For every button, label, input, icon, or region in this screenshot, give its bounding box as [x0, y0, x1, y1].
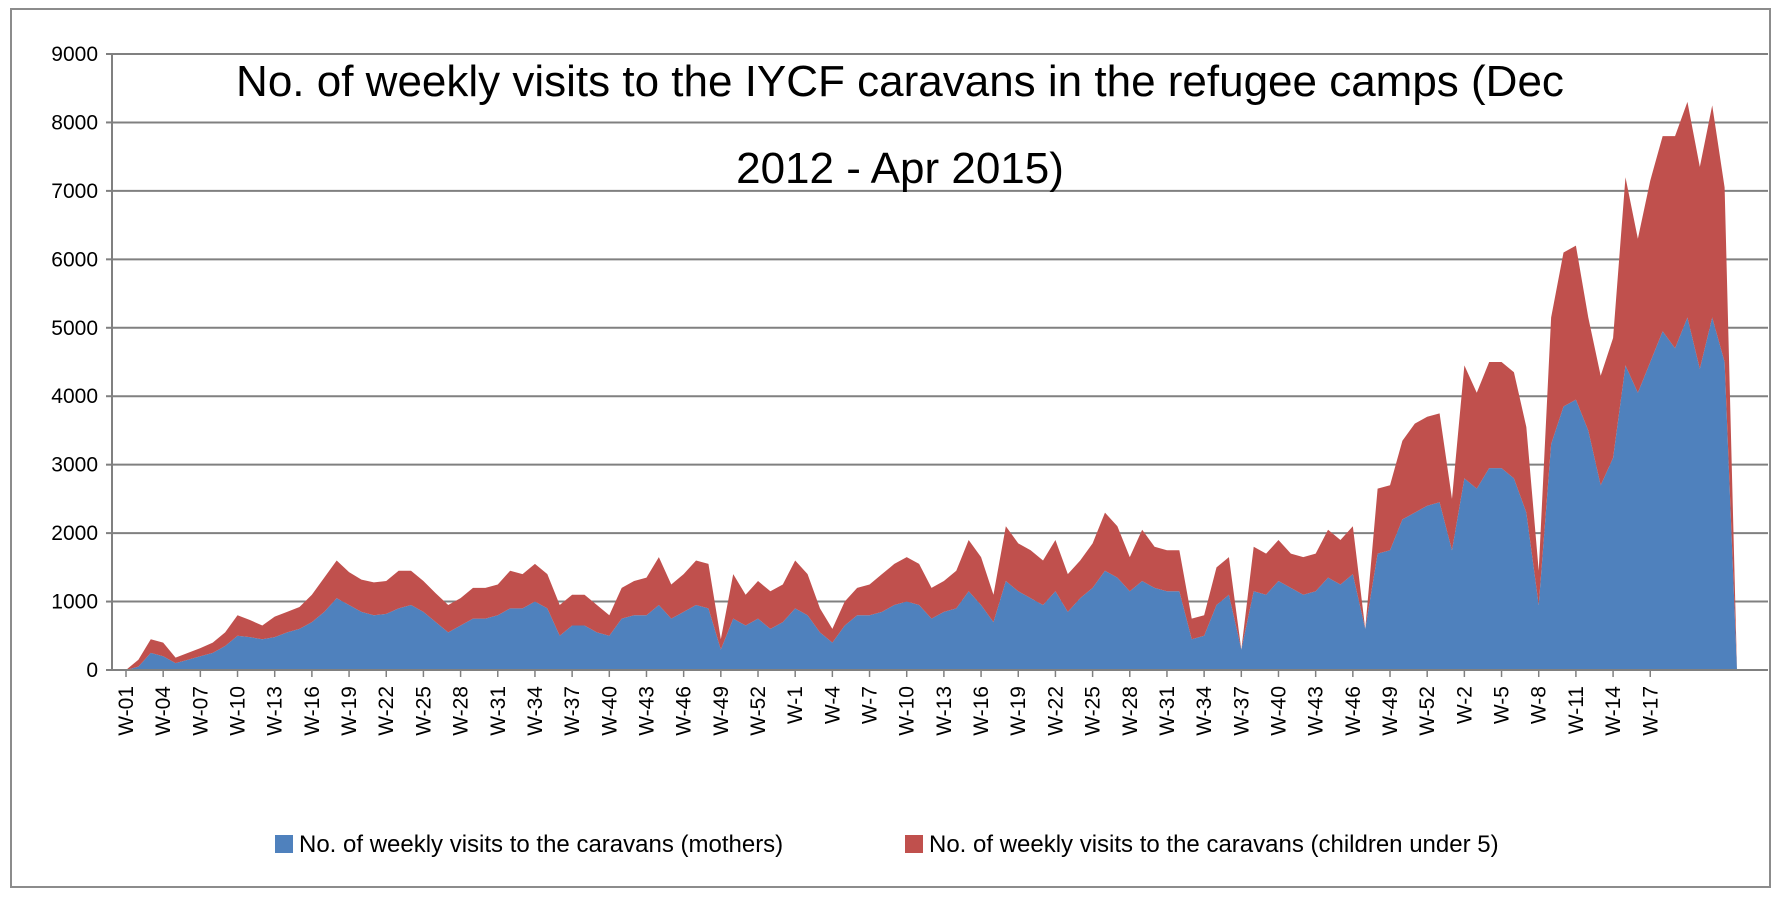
- y-tick-label: 7000: [51, 180, 98, 203]
- x-tick-label: W-28: [450, 686, 473, 736]
- x-tick-label: W-5: [1491, 686, 1514, 724]
- x-tick-label: W-17: [1639, 686, 1662, 736]
- x-tick-label: W-8: [1528, 686, 1551, 724]
- x-tick-label: W-46: [1342, 686, 1365, 736]
- x-tick-label: W-37: [561, 686, 584, 736]
- x-tick-label: W-43: [635, 686, 658, 736]
- axes: [106, 53, 1768, 677]
- x-tick-label: W-34: [524, 686, 547, 736]
- legend-swatch-mothers: [275, 835, 293, 853]
- y-tick-label: 9000: [51, 43, 98, 66]
- x-tick-label: W-40: [598, 686, 621, 736]
- area-series-1: [126, 101, 1737, 670]
- x-tick-label: W-19: [338, 686, 361, 736]
- x-tick-label: W-1: [784, 686, 807, 724]
- x-tick-label: W-10: [227, 686, 250, 736]
- y-tick-label: 1000: [51, 591, 98, 614]
- x-tick-label: W-28: [1119, 686, 1142, 736]
- y-tick-label: 6000: [51, 248, 98, 271]
- legend-label-mothers: No. of weekly visits to the caravans (mo…: [299, 831, 783, 858]
- x-tick-label: W-49: [710, 686, 733, 736]
- legend-swatch-children: [905, 835, 923, 853]
- x-tick-label: W-40: [1267, 686, 1290, 736]
- x-tick-label: W-34: [1193, 686, 1216, 736]
- x-tick-label: W-19: [1007, 686, 1030, 736]
- x-tick-label: W-43: [1305, 686, 1328, 736]
- x-tick-label: W-37: [1230, 686, 1253, 736]
- x-tick-label: W-25: [1082, 686, 1105, 736]
- x-tick-label: W-13: [933, 686, 956, 736]
- x-tick-label: W-52: [747, 686, 770, 736]
- y-tick-label: 5000: [51, 317, 98, 340]
- x-tick-label: W-22: [1044, 686, 1067, 736]
- x-tick-label: W-22: [375, 686, 398, 736]
- x-tick-label: W-25: [412, 686, 435, 736]
- x-tick-label: W-49: [1379, 686, 1402, 736]
- x-tick-label: W-16: [301, 686, 324, 736]
- plot-areas: [126, 101, 1737, 670]
- x-tick-label: W-52: [1416, 686, 1439, 736]
- x-tick-label: W-16: [970, 686, 993, 736]
- x-tick-label: W-10: [896, 686, 919, 736]
- y-tick-label: 2000: [51, 522, 98, 545]
- chart-title-line-1: No. of weekly visits to the IYCF caravan…: [236, 57, 1564, 106]
- x-tick-label: W-46: [673, 686, 696, 736]
- y-tick-label: 3000: [51, 454, 98, 477]
- y-tick-label: 4000: [51, 385, 98, 408]
- x-tick-label: W-04: [152, 686, 175, 736]
- x-tick-label: W-07: [189, 686, 212, 736]
- y-tick-label: 0: [86, 659, 98, 682]
- legend-label-children: No. of weekly visits to the caravans (ch…: [929, 831, 1499, 858]
- x-tick-label: W-4: [821, 686, 844, 724]
- x-tick-label: W-11: [1565, 686, 1588, 734]
- x-tick-label: W-7: [859, 686, 882, 724]
- x-tick-label: W-31: [487, 686, 510, 736]
- x-tick-labels: W-01 W-04 W-07 W-10 W-13 W-16 W-19 W-22 W-25 W-28…: [115, 686, 1662, 736]
- area-series-0: [126, 317, 1737, 670]
- x-tick-label: W-31: [1156, 686, 1179, 736]
- y-tick-label: 8000: [51, 111, 98, 134]
- x-tick-label: W-13: [264, 686, 287, 736]
- y-tick-labels: 0 1000 2000 3000 4000 5000 6000 7000 8000 9000: [51, 43, 98, 682]
- x-tick-label: W-2: [1453, 686, 1476, 724]
- chart-title-line-2: 2012 - Apr 2015): [736, 144, 1064, 193]
- x-tick-label: W-14: [1602, 686, 1625, 736]
- x-tick-label: W-01: [115, 686, 138, 736]
- legend: No. of weekly visits to the caravans (mo…: [275, 831, 1499, 858]
